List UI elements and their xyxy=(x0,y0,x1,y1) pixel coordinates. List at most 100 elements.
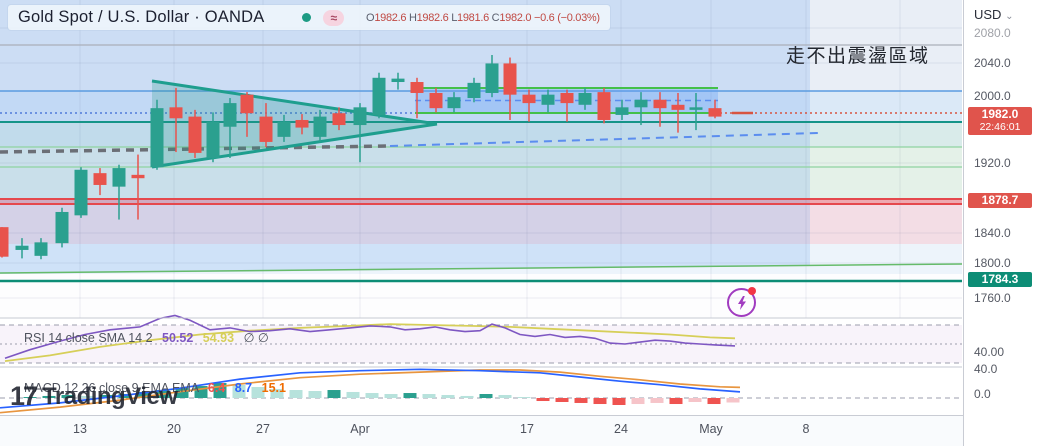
macd-signal-line xyxy=(0,369,741,414)
rsi-sma-line xyxy=(4,323,736,362)
price-axis-label: 40.0 xyxy=(974,362,998,376)
candle-body xyxy=(560,92,574,104)
rsi-extra: ∅ ∅ xyxy=(243,331,269,345)
candle-body xyxy=(0,227,9,257)
countdown-timer: 22:46:01 xyxy=(979,121,1021,133)
candle-body xyxy=(597,92,611,120)
price-axis-label: 1760.0 xyxy=(974,291,1011,305)
candle-body xyxy=(259,116,273,142)
macd-hist-bar xyxy=(42,395,56,398)
candle-body xyxy=(353,107,367,126)
price-axis[interactable]: USD ⌄ 2080.0 2040.0 2000.0 1920.0 1840.0 1800… xyxy=(963,0,1039,446)
time-axis-tick: 13 xyxy=(73,422,87,436)
macd-hist-bar xyxy=(460,395,474,398)
candle-body xyxy=(541,94,555,105)
macd-hist-bar xyxy=(327,390,341,398)
candle-body xyxy=(485,63,499,93)
time-axis-tick: 17 xyxy=(520,422,534,436)
macd-hist-bar xyxy=(555,398,569,402)
time-axis-tick: 24 xyxy=(614,422,628,436)
macd-hist-bar xyxy=(194,386,208,398)
macd-hist-bar xyxy=(593,398,607,405)
candle-body xyxy=(206,121,220,158)
candles xyxy=(0,55,722,260)
currency-label: USD xyxy=(974,7,1002,22)
low-value: 1981.6 xyxy=(457,11,489,24)
notification-dot-icon xyxy=(748,287,756,295)
candle-body xyxy=(112,168,126,187)
close-value: 1982.0 xyxy=(499,11,532,24)
time-axis-tick: 8 xyxy=(802,422,810,436)
candle-body xyxy=(93,173,107,185)
symbol-title[interactable]: Gold Spot / U.S. Dollar · OANDA xyxy=(18,8,265,26)
macd-signal-value: 15.1 xyxy=(261,381,286,395)
price-axis-label: 0.0 xyxy=(974,387,991,401)
lightning-icon[interactable] xyxy=(727,287,756,317)
macd-hist-bar xyxy=(517,397,531,399)
candle-body xyxy=(74,169,88,216)
candle-body xyxy=(313,116,327,137)
macd-hist-bar xyxy=(688,398,702,402)
market-status-dot-icon xyxy=(302,13,312,22)
blue-overlay-zone xyxy=(0,0,810,274)
macd-hist-bar xyxy=(232,384,246,398)
macd-hist-bar xyxy=(707,398,721,405)
macd-hist-bar xyxy=(631,398,645,405)
candle-body xyxy=(372,77,386,115)
low-label: L xyxy=(451,11,458,24)
macd-hist-bar xyxy=(289,390,303,398)
time-axis-tick: 27 xyxy=(256,422,270,436)
bg-band xyxy=(0,199,962,244)
rsi-sma-value: 54.93 xyxy=(202,331,235,345)
macd-label: MACD 12 26 close 9 EMA EMA xyxy=(24,381,199,395)
macd-hist-bar xyxy=(384,394,398,398)
candle-body xyxy=(240,94,254,114)
open-value: 1982.6 xyxy=(374,11,407,24)
close-label: C xyxy=(491,11,500,24)
candle-body xyxy=(578,92,592,105)
drawing-line xyxy=(389,132,819,147)
rsi-indicator-legend[interactable]: RSI 14 close SMA 14 2 50.52 54.93 ∅ ∅ xyxy=(24,330,269,345)
candle-body xyxy=(653,99,667,109)
currency-dropdown[interactable]: USD ⌄ xyxy=(974,7,1013,22)
macd-hist-bar xyxy=(479,394,493,398)
candle-body xyxy=(689,107,703,110)
macd-hist-bar xyxy=(308,391,322,398)
macd-hist-bar xyxy=(23,397,37,399)
rsi-label: RSI 14 close SMA 14 2 xyxy=(24,331,153,345)
macd-hist-bar xyxy=(441,394,455,398)
price-axis-label: 1800.0 xyxy=(974,256,1011,270)
chart-canvas[interactable] xyxy=(0,0,963,415)
macd-hist-bar xyxy=(403,393,417,398)
high-value: 1982.6 xyxy=(416,11,449,24)
candle-body xyxy=(410,82,424,93)
candle-body xyxy=(55,211,69,244)
macd-hist-bar xyxy=(536,398,550,402)
chart-text-annotation[interactable]: 走不出震盪區域 xyxy=(786,46,930,67)
macd-hist-bar xyxy=(270,388,284,398)
candle-body xyxy=(295,119,309,128)
ohlc-values: O1982.6 H1982.6 L1981.6 C1982.0 −0.6 (−0… xyxy=(366,12,600,24)
triangle-lower-trendline[interactable] xyxy=(151,122,438,169)
candle-body xyxy=(150,108,164,168)
triangle-fill xyxy=(152,81,437,167)
macd-hist-bar xyxy=(80,395,94,398)
time-axis-tick: 20 xyxy=(167,422,181,436)
candle-body xyxy=(15,245,29,250)
macd-hist-bar xyxy=(726,398,740,403)
price-badge: 1878.7 xyxy=(968,193,1032,208)
candle-body xyxy=(708,108,722,117)
price-axis-label: 2080.0 xyxy=(974,26,1011,40)
macd-hist-value: 6.4 xyxy=(207,381,226,395)
price-axis-label: 1840.0 xyxy=(974,226,1011,240)
macd-hist-bar xyxy=(137,391,151,398)
macd-indicator-legend[interactable]: MACD 12 26 close 9 EMA EMA 6.4 8.7 15.1 xyxy=(24,381,286,395)
price-axis-label: 40.00 xyxy=(974,345,1005,359)
time-axis[interactable]: 13 20 27 Apr 17 24 May 8 xyxy=(0,415,963,446)
macd-hist-bar xyxy=(612,398,626,405)
macd-hist-bar xyxy=(175,387,189,398)
change-pct-value: (−0.03%) xyxy=(557,11,600,24)
symbol-header: Gold Spot / U.S. Dollar · OANDA ≈ O1982.… xyxy=(8,5,610,30)
triangle-upper-trendline[interactable] xyxy=(151,79,438,126)
